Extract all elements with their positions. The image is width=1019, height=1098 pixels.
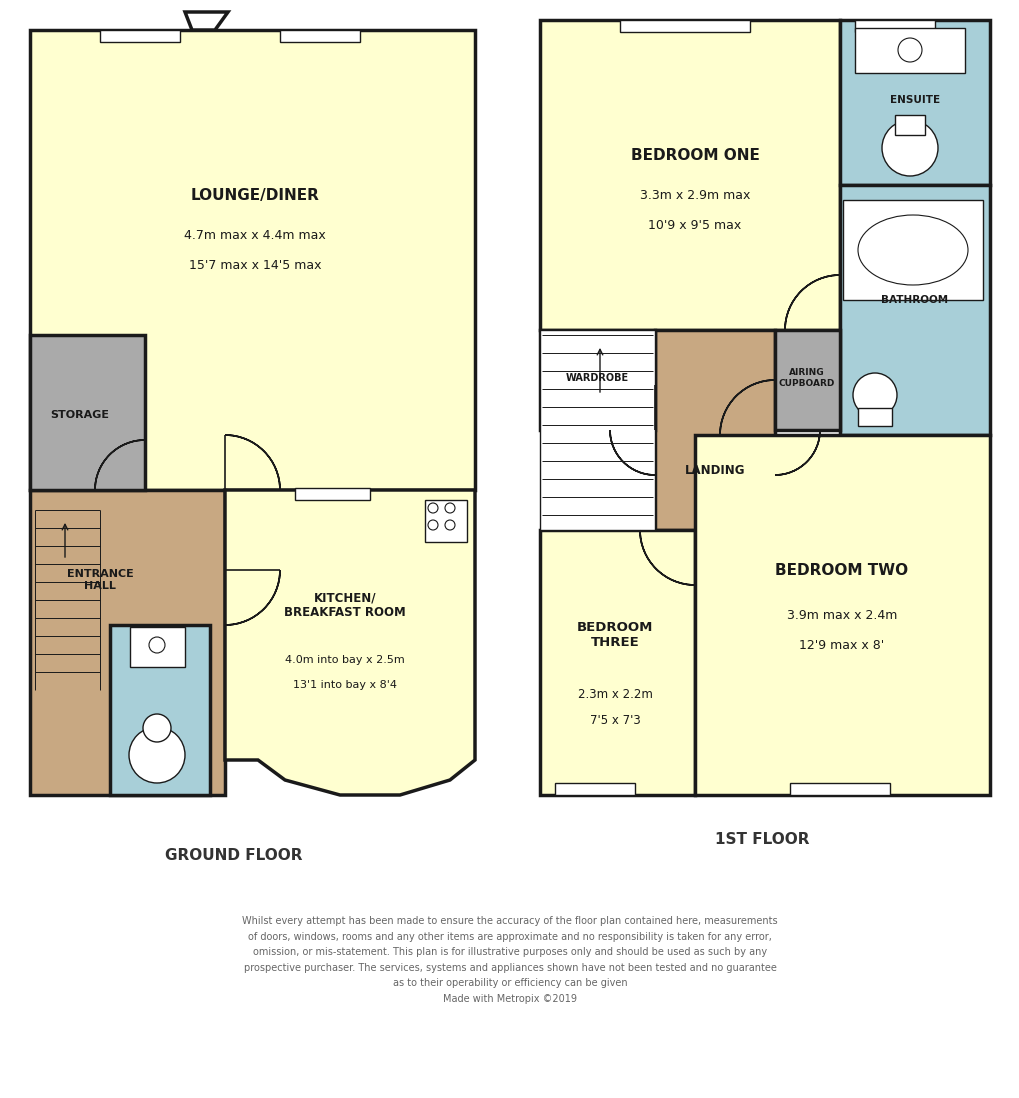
Bar (842, 200, 982, 300)
Circle shape (128, 727, 184, 783)
Text: WARDROBE: WARDROBE (565, 373, 628, 383)
Bar (129, 627, 184, 666)
Bar (539, 530, 694, 795)
Bar (840, 184, 989, 435)
Bar (854, 20, 934, 32)
Circle shape (444, 503, 454, 513)
Bar (774, 330, 840, 430)
Bar (280, 30, 360, 42)
Bar (694, 435, 989, 795)
Bar (539, 330, 654, 430)
Text: STORAGE: STORAGE (51, 410, 109, 421)
Bar (654, 330, 774, 530)
Bar (539, 20, 840, 330)
Text: ENTRANCE
HALL: ENTRANCE HALL (66, 569, 133, 591)
Bar (539, 330, 654, 530)
Text: AIRING
CUPBOARD: AIRING CUPBOARD (779, 368, 835, 388)
Bar (294, 488, 370, 500)
Text: Whilst every attempt has been made to ensure the accuracy of the floor plan cont: Whilst every attempt has been made to en… (242, 916, 777, 1004)
Circle shape (428, 503, 437, 513)
Text: LOUNGE/DINER: LOUNGE/DINER (191, 188, 319, 202)
Text: 12'9 max x 8': 12'9 max x 8' (799, 639, 883, 651)
Bar (854, 29, 964, 72)
Bar (894, 115, 924, 135)
Text: ENSUITE: ENSUITE (889, 96, 940, 105)
Bar (30, 490, 225, 795)
Text: KITCHEN/
BREAKFAST ROOM: KITCHEN/ BREAKFAST ROOM (284, 591, 406, 619)
Bar (857, 408, 892, 426)
Circle shape (149, 637, 165, 653)
Text: 7'5 x 7'3: 7'5 x 7'3 (589, 714, 640, 727)
Text: BEDROOM
THREE: BEDROOM THREE (577, 621, 652, 649)
Bar (100, 30, 179, 42)
Text: 3.9m max x 2.4m: 3.9m max x 2.4m (786, 608, 897, 621)
Polygon shape (184, 12, 228, 30)
Bar (30, 335, 145, 490)
Bar (554, 783, 635, 795)
Circle shape (881, 120, 937, 176)
Circle shape (428, 520, 437, 530)
Bar (620, 20, 749, 32)
Circle shape (852, 373, 896, 417)
Text: 1ST FLOOR: 1ST FLOOR (714, 832, 809, 848)
Bar (425, 500, 467, 542)
Text: 10'9 x 9'5 max: 10'9 x 9'5 max (648, 219, 741, 232)
Bar (110, 625, 210, 795)
Bar (840, 20, 989, 184)
Text: BATHROOM: BATHROOM (880, 295, 948, 305)
Circle shape (444, 520, 454, 530)
Text: 2.3m x 2.2m: 2.3m x 2.2m (577, 688, 652, 702)
Text: BEDROOM ONE: BEDROOM ONE (630, 147, 759, 163)
Polygon shape (225, 490, 475, 795)
Text: LANDING: LANDING (684, 463, 745, 477)
Text: GROUND FLOOR: GROUND FLOOR (165, 848, 303, 863)
Text: BEDROOM TWO: BEDROOM TWO (774, 562, 908, 578)
Text: 13'1 into bay x 8'4: 13'1 into bay x 8'4 (292, 680, 396, 690)
Bar (30, 30, 475, 490)
Circle shape (143, 714, 171, 742)
Bar (790, 783, 890, 795)
Text: 4.7m max x 4.4m max: 4.7m max x 4.4m max (184, 228, 325, 242)
Ellipse shape (857, 215, 967, 285)
Text: 3.3m x 2.9m max: 3.3m x 2.9m max (639, 189, 749, 202)
Text: 4.0m into bay x 2.5m: 4.0m into bay x 2.5m (285, 656, 405, 665)
Circle shape (897, 38, 921, 61)
Text: 15'7 max x 14'5 max: 15'7 max x 14'5 max (189, 258, 321, 271)
